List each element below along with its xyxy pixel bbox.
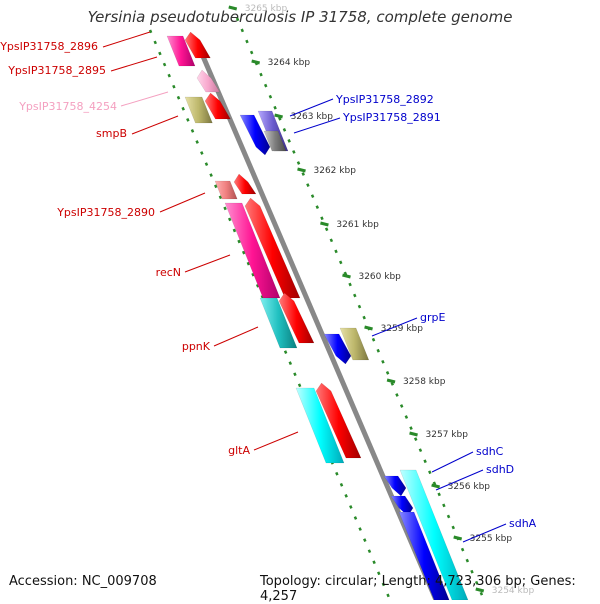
kbp-tick-label: 3256 kbp (448, 482, 491, 492)
gene-salmon-small-block (214, 180, 238, 200)
reverse-gene-leader (435, 469, 484, 491)
gene-ypsip31758-2895-block (184, 31, 211, 59)
kbp-tick-mark (453, 535, 463, 541)
genome-backbone (193, 39, 439, 600)
forward-gene-label: gltA (228, 444, 250, 457)
gene-sdha-block (399, 469, 469, 600)
gene-ppnk-block (259, 297, 298, 349)
gene-ypsip31758-2896-block (166, 35, 196, 67)
gene-smpb-block (184, 96, 213, 124)
gene-ypsip31758-4254-block (196, 69, 221, 93)
forward-gene-label: YpsIP31758_2895 (7, 64, 106, 77)
kbp-tick-label: 3262 kbp (314, 166, 357, 176)
forward-gene-leader (120, 91, 169, 107)
reverse-gene-leader (289, 98, 334, 117)
forward-gene-label: ppnK (182, 340, 211, 353)
kbp-tick-mark (297, 167, 306, 173)
gene-sdhc-block (383, 475, 407, 497)
reverse-gene-label: grpE (420, 311, 445, 324)
kbp-tick-mark (342, 273, 351, 279)
kbp-tick-label: 3261 kbp (336, 220, 379, 230)
reverse-gene-leader (462, 523, 507, 543)
reverse-gene-label: sdhD (486, 463, 514, 476)
kbp-tick-label: 3254 kbp (492, 586, 535, 596)
kbp-tick-label: 3259 kbp (381, 324, 424, 334)
genome-title: Yersinia pseudotuberculosis IP 31758, co… (87, 8, 513, 26)
kbp-tick-label: 3263 kbp (291, 112, 334, 122)
kbp-tick-label: 3258 kbp (403, 377, 446, 387)
reverse-gene-leader (431, 451, 474, 473)
kbp-tick-mark (386, 378, 396, 384)
reverse-gene-label: sdhA (509, 517, 537, 530)
gene-ypsip31758-2892-block (239, 114, 271, 156)
kbp-tick-mark (364, 325, 373, 331)
kbp-tick-mark (251, 59, 261, 65)
gene-recn-block (224, 202, 281, 299)
gene-recn-arrow (244, 197, 301, 299)
kbp-tick-mark (431, 483, 440, 489)
accession-text: Accession: NC_009708 (9, 574, 157, 589)
gene-sdha-arrow (398, 511, 450, 600)
forward-gene-leader (184, 254, 231, 273)
reverse-gene-leader (371, 317, 418, 337)
kbp-tick-label: 3260 kbp (358, 272, 401, 282)
gene-ppnk-arrow (278, 292, 315, 344)
forward-gene-label: smpB (96, 127, 127, 140)
gene-grpe-arrow (323, 333, 352, 365)
gene-grpe-block (339, 327, 370, 361)
forward-gene-label: YpsIP31758_2896 (0, 40, 98, 53)
gene-ypsip31758-2890-block (233, 173, 257, 195)
kbp-tick-mark (409, 431, 418, 437)
forward-gene-label: recN (156, 266, 181, 279)
kbp-tick-label: 3255 kbp (470, 534, 513, 544)
gene-glta-arrow (315, 382, 362, 459)
forward-gene-leader (110, 56, 158, 72)
kbp-tick-mark (274, 113, 283, 119)
kbp-tick-mark (320, 221, 329, 227)
forward-gene-label: YpsIP31758_4254 (18, 100, 117, 113)
forward-gene-leader (159, 192, 206, 213)
reverse-gene-leader (293, 117, 341, 134)
reverse-gene-label: YpsIP31758_2891 (342, 111, 441, 124)
kbp-tick-label: 3265 kbp (245, 4, 288, 14)
forward-gene-leader (213, 326, 259, 347)
gene-smpb-arrow (204, 92, 231, 120)
gene-gray-small-block (263, 130, 287, 152)
kbp-tick-mark (228, 5, 238, 11)
kbp-tick-label: 3257 kbp (426, 430, 469, 440)
forward-gene-label: YpsIP31758_2890 (56, 206, 155, 219)
kbp-tick-mark (475, 587, 485, 593)
forward-gene-leader (131, 115, 179, 135)
reverse-gene-label: sdhC (476, 445, 504, 458)
forward-gene-leader (102, 31, 151, 48)
kbp-tick-label: 3264 kbp (268, 58, 311, 68)
gene-glta-block (295, 387, 345, 464)
reverse-gene-label: YpsIP31758_2892 (335, 93, 434, 106)
forward-gene-leader (253, 431, 299, 451)
